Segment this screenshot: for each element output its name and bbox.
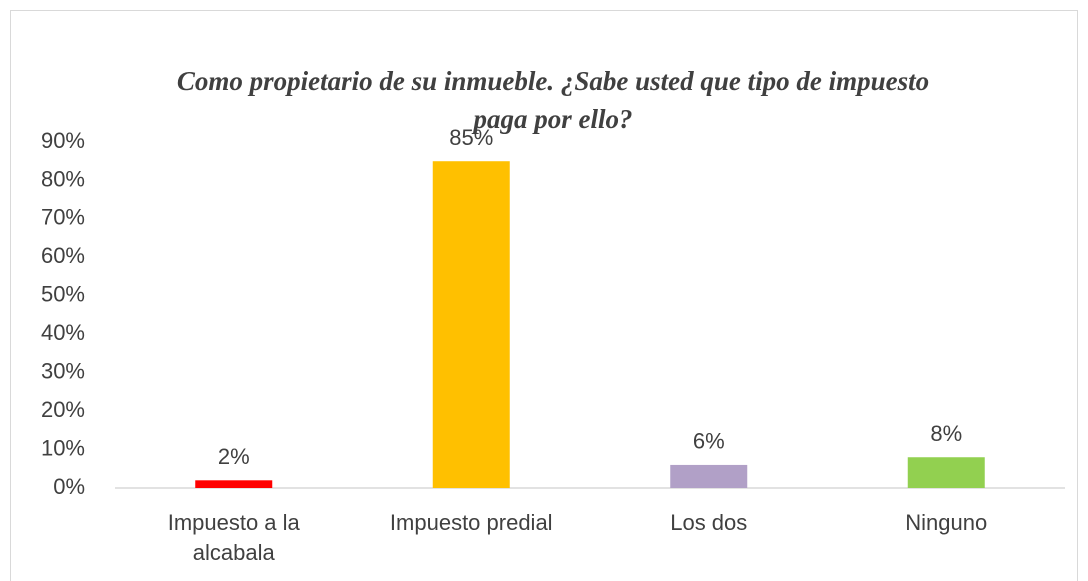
- y-tick-label: 20%: [41, 397, 85, 422]
- x-tick-label: Los dos: [670, 510, 748, 535]
- bar: [432, 161, 510, 488]
- y-tick-label: 30%: [41, 358, 85, 383]
- data-label: 6%: [693, 429, 725, 454]
- x-tick-label: Impuesto predial: [389, 510, 553, 535]
- y-tick-label: 80%: [41, 166, 85, 191]
- y-tick-label: 90%: [41, 128, 85, 153]
- x-tick-label: Impuesto a la alcabala: [167, 510, 300, 565]
- data-label: 2%: [218, 444, 250, 469]
- bar: [670, 464, 748, 488]
- x-tick-label: Ninguno: [905, 510, 988, 535]
- data-label: 85%: [449, 125, 493, 150]
- y-tick-label: 60%: [41, 243, 85, 268]
- y-tick-label: 70%: [41, 205, 85, 230]
- y-tick-label: 50%: [41, 282, 85, 307]
- data-label: 8%: [930, 421, 962, 446]
- y-tick-label: 0%: [53, 474, 85, 499]
- bar: [195, 480, 273, 488]
- y-tick-label: 10%: [41, 435, 85, 460]
- chart-title: Como propietario de su inmueble. ¿Sabe u…: [176, 66, 930, 134]
- y-tick-label: 40%: [41, 320, 85, 345]
- bar: [907, 457, 985, 488]
- chart-frame: [10, 10, 1078, 581]
